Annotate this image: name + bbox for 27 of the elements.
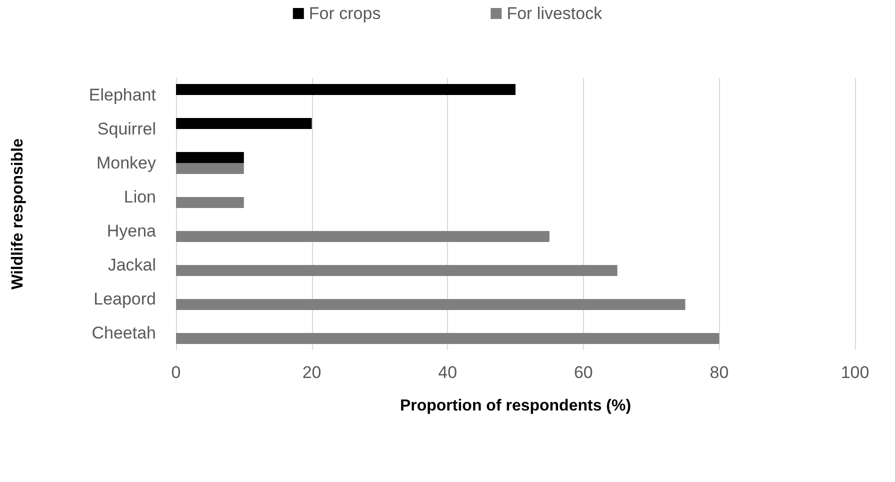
y-tick-label: Leapord <box>94 290 156 308</box>
y-tick-label: Squirrel <box>97 120 156 138</box>
bar <box>176 299 686 310</box>
bar <box>176 265 618 276</box>
bar <box>176 84 516 95</box>
x-tick-label: 100 <box>840 363 870 382</box>
bar <box>176 163 244 174</box>
bar <box>176 197 244 208</box>
y-tick-label: Monkey <box>96 154 156 172</box>
x-tick-label: 60 <box>574 363 593 382</box>
bar <box>176 152 244 163</box>
y-tick-label: Lion <box>124 188 156 206</box>
y-axis-title: Wildlife responsible <box>10 138 26 290</box>
x-tick-label: 20 <box>302 363 322 382</box>
bar <box>176 231 550 242</box>
y-tick-label: Jackal <box>108 256 156 274</box>
legend-label: For livestock <box>506 4 603 23</box>
bar <box>176 333 720 344</box>
x-tick-label: 80 <box>710 363 729 382</box>
y-tick-label: Cheetah <box>92 324 156 342</box>
x-axis-title: Proportion of respondents (%) <box>400 398 632 414</box>
y-tick-label: Elephant <box>88 86 156 104</box>
x-tick-label: 0 <box>171 363 181 382</box>
x-tick-label: 40 <box>438 363 458 382</box>
bar <box>176 118 312 129</box>
y-tick-label: Hyena <box>106 222 157 240</box>
legend-label: For crops <box>308 4 381 23</box>
